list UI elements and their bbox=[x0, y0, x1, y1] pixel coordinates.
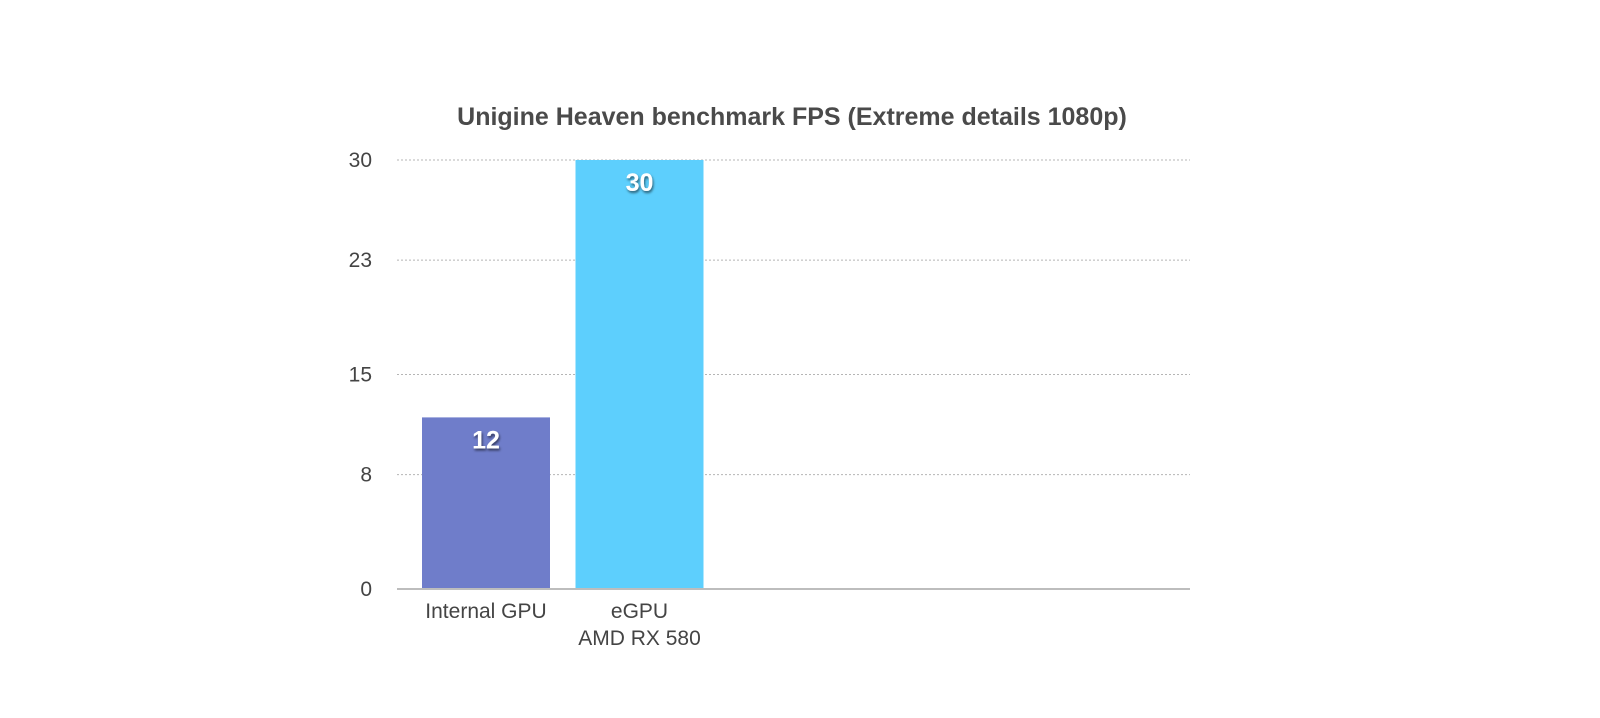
data-label: 12 bbox=[472, 426, 500, 454]
gridlines bbox=[397, 159, 1190, 476]
x-tick-label: AMD RX 580 bbox=[578, 627, 701, 650]
y-tick-label: 23 bbox=[349, 249, 372, 272]
y-tick-label: 8 bbox=[360, 464, 372, 487]
bar bbox=[422, 417, 550, 589]
y-tick-label: 15 bbox=[349, 364, 372, 387]
x-tick-label: eGPU bbox=[611, 600, 668, 623]
data-label: 30 bbox=[626, 169, 654, 197]
y-axis-ticks: 0 8 15 23 30 bbox=[349, 149, 372, 601]
y-tick-label: 30 bbox=[349, 149, 372, 172]
y-tick-label: 0 bbox=[360, 578, 372, 601]
data-labels: 12 30 bbox=[472, 169, 653, 454]
x-axis-labels: Internal GPU eGPU AMD RX 580 bbox=[425, 600, 700, 650]
bar bbox=[575, 160, 704, 589]
bars bbox=[422, 160, 704, 589]
x-tick-label: Internal GPU bbox=[425, 600, 546, 623]
chart-title: Unigine Heaven benchmark FPS (Extreme de… bbox=[457, 103, 1127, 131]
